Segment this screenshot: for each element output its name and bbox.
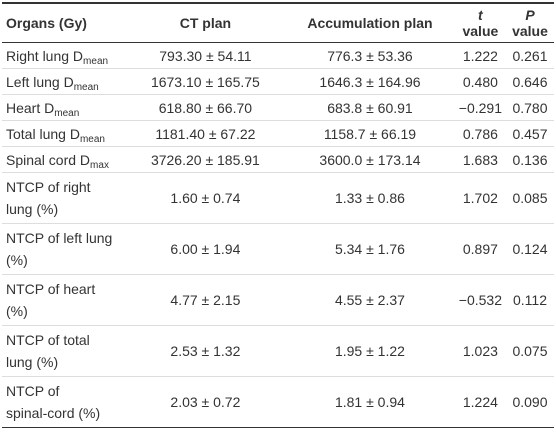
- value-cell: 0.897: [454, 223, 506, 275]
- value-cell: 1.222: [454, 42, 506, 69]
- value-cell: 3600.0 ± 173.14: [285, 146, 455, 173]
- table-row: NTCP of heart (%) 4.77 ± 2.15 4.55 ± 2.37−…: [2, 274, 554, 326]
- organ-subscript: mean: [73, 81, 99, 93]
- header-cell: Accumulation plan: [285, 2, 455, 43]
- value-cell: 0.075: [506, 325, 554, 377]
- header-cell: Organs (Gy): [2, 2, 126, 43]
- organ-subscript: mean: [79, 133, 105, 145]
- organ-cell: Left lung Dmean: [2, 68, 126, 95]
- table-row: NTCP of total lung (%) 2.53 ± 1.32 1.95 ± …: [2, 325, 554, 377]
- value-cell: −0.532: [454, 274, 506, 326]
- organ-subscript: mean: [83, 55, 109, 67]
- results-table: Organs (Gy) CT plan Accumulation plan t val…: [2, 2, 554, 428]
- header-cell: CT plan: [125, 2, 286, 43]
- organ-cell: NTCP of heart (%): [2, 274, 126, 326]
- table-row: NTCP of spinal-cord (%) 2.03 ± 0.72 1.81 ±…: [2, 376, 554, 428]
- value-cell: 0.085: [506, 172, 554, 224]
- table-row: NTCP of left lung (%) 6.00 ± 1.94 5.34 ± 1…: [2, 223, 554, 275]
- organ-cell: NTCP of spinal-cord (%): [2, 376, 126, 428]
- value-cell: 1673.10 ± 165.75: [125, 68, 286, 95]
- value-cell: 1.683: [454, 146, 506, 173]
- value-cell: 0.480: [454, 68, 506, 95]
- value-cell: 1.81 ± 0.94: [285, 376, 455, 428]
- organ-cell: NTCP of left lung (%): [2, 223, 126, 275]
- value-cell: 0.090: [506, 376, 554, 428]
- organ-cell: Spinal cord Dmax: [2, 146, 126, 173]
- organ-name: Heart D: [6, 99, 55, 116]
- header-text: value: [462, 23, 499, 39]
- value-cell: 1.95 ± 1.22: [285, 325, 455, 377]
- header-text: value: [512, 23, 548, 39]
- organ-name: Left lung D: [6, 73, 74, 90]
- organ-cell: Total lung Dmean: [2, 120, 126, 147]
- value-cell: 0.457: [506, 120, 554, 147]
- organ-cell: NTCP of right lung (%): [2, 172, 126, 224]
- table-body: Right lung Dmean 793.30 ± 54.11 776.3 ± 53…: [2, 42, 554, 428]
- value-cell: 1158.7 ± 66.19: [285, 120, 455, 147]
- header-row: Organs (Gy) CT plan Accumulation plan t val…: [2, 2, 554, 43]
- value-cell: −0.291: [454, 94, 506, 121]
- value-cell: 0.112: [506, 274, 554, 326]
- value-cell: 618.80 ± 66.70: [125, 94, 286, 121]
- value-cell: 2.53 ± 1.32: [125, 325, 286, 377]
- value-cell: 1.702: [454, 172, 506, 224]
- value-cell: 0.124: [506, 223, 554, 275]
- value-cell: 1.33 ± 0.86: [285, 172, 455, 224]
- organ-name: Spinal cord D: [6, 151, 91, 168]
- organ-name: Right lung D: [6, 47, 84, 64]
- table-row: Heart Dmean 618.80 ± 66.70 683.8 ± 60.91 −0…: [2, 94, 554, 121]
- header-italic: t: [478, 7, 483, 23]
- value-cell: 793.30 ± 54.11: [125, 42, 286, 69]
- header-cell: P value: [506, 2, 554, 43]
- value-cell: 0.780: [506, 94, 554, 121]
- value-cell: 3726.20 ± 185.91: [125, 146, 286, 173]
- organ-subscript: mean: [54, 107, 80, 119]
- organ-cell: Right lung Dmean: [2, 42, 126, 69]
- value-cell: 0.261: [506, 42, 554, 69]
- value-cell: 1646.3 ± 164.96: [285, 68, 455, 95]
- value-cell: 683.8 ± 60.91: [285, 94, 455, 121]
- table-row: Spinal cord Dmax 3726.20 ± 185.91 3600.0 ±…: [2, 146, 554, 173]
- value-cell: 1.224: [454, 376, 506, 428]
- table-row: NTCP of right lung (%) 1.60 ± 0.74 1.33 ± …: [2, 172, 554, 224]
- value-cell: 4.55 ± 2.37: [285, 274, 455, 326]
- value-cell: 5.34 ± 1.76: [285, 223, 455, 275]
- value-cell: 1.60 ± 0.74: [125, 172, 286, 224]
- value-cell: 6.00 ± 1.94: [125, 223, 286, 275]
- table-row: Left lung Dmean 1673.10 ± 165.75 1646.3 ± …: [2, 68, 554, 95]
- value-cell: 0.136: [506, 146, 554, 173]
- header-cell: t value: [454, 2, 506, 43]
- table-row: Total lung Dmean 1181.40 ± 67.22 1158.7 ± …: [2, 120, 554, 147]
- value-cell: 4.77 ± 2.15: [125, 274, 286, 326]
- value-cell: 1181.40 ± 67.22: [125, 120, 286, 147]
- header-italic: P: [525, 7, 535, 23]
- table-row: Right lung Dmean 793.30 ± 54.11 776.3 ± 53…: [2, 42, 554, 69]
- organ-cell: NTCP of total lung (%): [2, 325, 126, 377]
- value-cell: 0.786: [454, 120, 506, 147]
- organ-subscript: max: [90, 159, 109, 171]
- value-cell: 1.023: [454, 325, 506, 377]
- value-cell: 2.03 ± 0.72: [125, 376, 286, 428]
- value-cell: 0.646: [506, 68, 554, 95]
- organ-cell: Heart Dmean: [2, 94, 126, 121]
- value-cell: 776.3 ± 53.36: [285, 42, 455, 69]
- organ-name: Total lung D: [6, 125, 80, 142]
